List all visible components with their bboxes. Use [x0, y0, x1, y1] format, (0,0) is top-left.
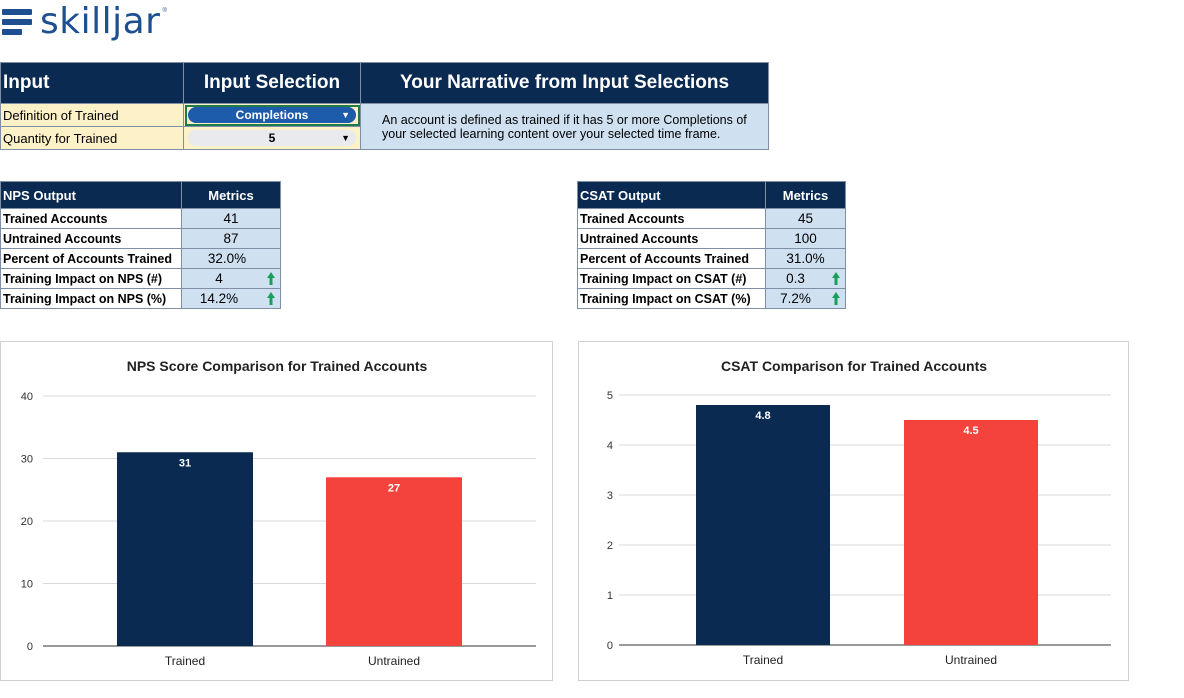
- metric-cell[interactable]: 7.2%: [765, 288, 846, 309]
- narrative-text: An account is defined as trained if it h…: [360, 103, 769, 150]
- row-label: Trained Accounts: [0, 208, 182, 229]
- metric-value: 14.2%: [199, 291, 239, 306]
- metric-value: 31.0%: [786, 251, 825, 266]
- input-header: Input: [0, 62, 184, 104]
- table-row: Training Impact on NPS (%) 14.2%: [0, 288, 281, 309]
- y-tick-label: 2: [607, 540, 613, 552]
- x-tick-label: Untrained: [945, 653, 997, 667]
- row-label: Training Impact on NPS (#): [0, 268, 182, 289]
- metric-value: 45: [797, 211, 814, 226]
- data-label: 27: [388, 482, 400, 494]
- y-tick-label: 3: [607, 490, 613, 502]
- y-tick-label: 20: [21, 516, 33, 528]
- dropdown-caret-icon: ▼: [341, 110, 350, 120]
- chart-title: NPS Score Comparison for Trained Account…: [127, 358, 428, 374]
- arrow-up-icon: [267, 292, 275, 305]
- y-tick-label: 0: [27, 641, 33, 653]
- input-table: Input Input Selection Your Narrative fro…: [0, 62, 769, 150]
- narrative-header: Your Narrative from Input Selections: [360, 62, 769, 104]
- row-label: Percent of Accounts Trained: [0, 248, 182, 269]
- metric-value: 87: [223, 231, 239, 246]
- table-row: Untrained Accounts 100: [577, 228, 846, 249]
- bar-trained[interactable]: [696, 405, 830, 645]
- metric-cell[interactable]: 32.0%: [181, 248, 281, 269]
- arrow-up-icon: [832, 272, 840, 285]
- dropdown-caret-icon: ▼: [341, 133, 350, 143]
- y-tick-label: 0: [607, 640, 613, 652]
- x-tick-label: Untrained: [368, 654, 420, 668]
- nps-output-header: NPS Output: [0, 181, 182, 209]
- bar-untrained[interactable]: [326, 477, 462, 646]
- row-label: Training Impact on CSAT (#): [577, 268, 766, 289]
- table-row: Training Impact on NPS (#) 4: [0, 268, 281, 289]
- quantity-for-trained-label: Quantity for Trained: [0, 126, 184, 150]
- metric-cell[interactable]: 45: [765, 208, 846, 229]
- arrow-up-icon: [267, 272, 275, 285]
- table-row: Trained Accounts 45: [577, 208, 846, 229]
- metric-value: 32.0%: [207, 251, 247, 266]
- row-label: Training Impact on CSAT (%): [577, 288, 766, 309]
- arrow-up-icon: [832, 292, 840, 305]
- metric-cell[interactable]: 41: [181, 208, 281, 229]
- data-label: 4.5: [963, 425, 978, 437]
- metric-cell[interactable]: 4: [181, 268, 281, 289]
- input-selection-header: Input Selection: [183, 62, 361, 104]
- x-tick-label: Trained: [165, 654, 205, 668]
- csat-chart: CSAT Comparison for Trained Accounts 0 1 2…: [578, 341, 1129, 681]
- row-label: Percent of Accounts Trained: [577, 248, 766, 269]
- skilljar-logo: skilljar ®: [0, 0, 167, 44]
- nps-chart: NPS Score Comparison for Trained Account…: [0, 341, 553, 681]
- nps-output-table: NPS Output Metrics Trained Accounts 41 U…: [0, 181, 281, 309]
- quantity-for-trained-dropdown[interactable]: 5 ▼: [188, 130, 356, 146]
- definition-of-trained-dropdown[interactable]: Completions ▼: [188, 107, 356, 123]
- table-row: Training Impact on CSAT (%) 7.2%: [577, 288, 846, 309]
- csat-output-header: CSAT Output: [577, 181, 766, 209]
- row-label: Untrained Accounts: [0, 228, 182, 249]
- y-tick-label: 40: [21, 391, 33, 403]
- y-tick-label: 4: [607, 440, 613, 452]
- nps-metrics-header: Metrics: [181, 181, 281, 209]
- csat-metrics-header: Metrics: [765, 181, 846, 209]
- metric-cell[interactable]: 31.0%: [765, 248, 846, 269]
- logo-text: skilljar: [40, 1, 161, 42]
- skilljar-logo-mark-icon: [0, 5, 38, 39]
- definition-of-trained-cell[interactable]: Completions ▼: [183, 103, 361, 127]
- metric-value: 0.3: [786, 271, 805, 286]
- metric-cell[interactable]: 100: [765, 228, 846, 249]
- x-tick-label: Trained: [743, 653, 783, 667]
- csat-output-table: CSAT Output Metrics Trained Accounts 45 …: [577, 181, 846, 309]
- table-row: Trained Accounts 41: [0, 208, 281, 229]
- y-tick-label: 1: [607, 590, 613, 602]
- data-label: 4.8: [755, 410, 770, 422]
- definition-of-trained-label: Definition of Trained: [0, 103, 184, 127]
- table-row: Training Impact on CSAT (#) 0.3: [577, 268, 846, 289]
- metric-cell[interactable]: 87: [181, 228, 281, 249]
- row-label: Untrained Accounts: [577, 228, 766, 249]
- y-tick-label: 10: [21, 579, 33, 591]
- definition-of-trained-value: Completions: [235, 108, 309, 122]
- data-label: 31: [179, 457, 191, 469]
- table-row: Percent of Accounts Trained 31.0%: [577, 248, 846, 269]
- chart-title: CSAT Comparison for Trained Accounts: [721, 358, 987, 374]
- bar-untrained[interactable]: [904, 420, 1038, 645]
- csat-chart-svg: CSAT Comparison for Trained Accounts 0 1 2…: [607, 358, 1111, 667]
- metric-cell[interactable]: 0.3: [765, 268, 846, 289]
- row-label: Trained Accounts: [577, 208, 766, 229]
- quantity-for-trained-value: 5: [268, 131, 276, 145]
- y-tick-label: 30: [21, 454, 33, 466]
- metric-value: 7.2%: [780, 291, 811, 306]
- table-row: Untrained Accounts 87: [0, 228, 281, 249]
- nps-chart-svg: NPS Score Comparison for Trained Account…: [21, 358, 536, 668]
- metric-value: 4: [215, 271, 223, 286]
- metric-cell[interactable]: 14.2%: [181, 288, 281, 309]
- y-tick-label: 5: [607, 390, 613, 402]
- metric-value: 100: [794, 231, 817, 246]
- logo-trademark: ®: [162, 8, 167, 14]
- metric-value: 41: [223, 211, 239, 226]
- bar-trained[interactable]: [117, 452, 253, 646]
- table-row: Percent of Accounts Trained 32.0%: [0, 248, 281, 269]
- quantity-for-trained-cell[interactable]: 5 ▼: [183, 126, 361, 150]
- row-label: Training Impact on NPS (%): [0, 288, 182, 309]
